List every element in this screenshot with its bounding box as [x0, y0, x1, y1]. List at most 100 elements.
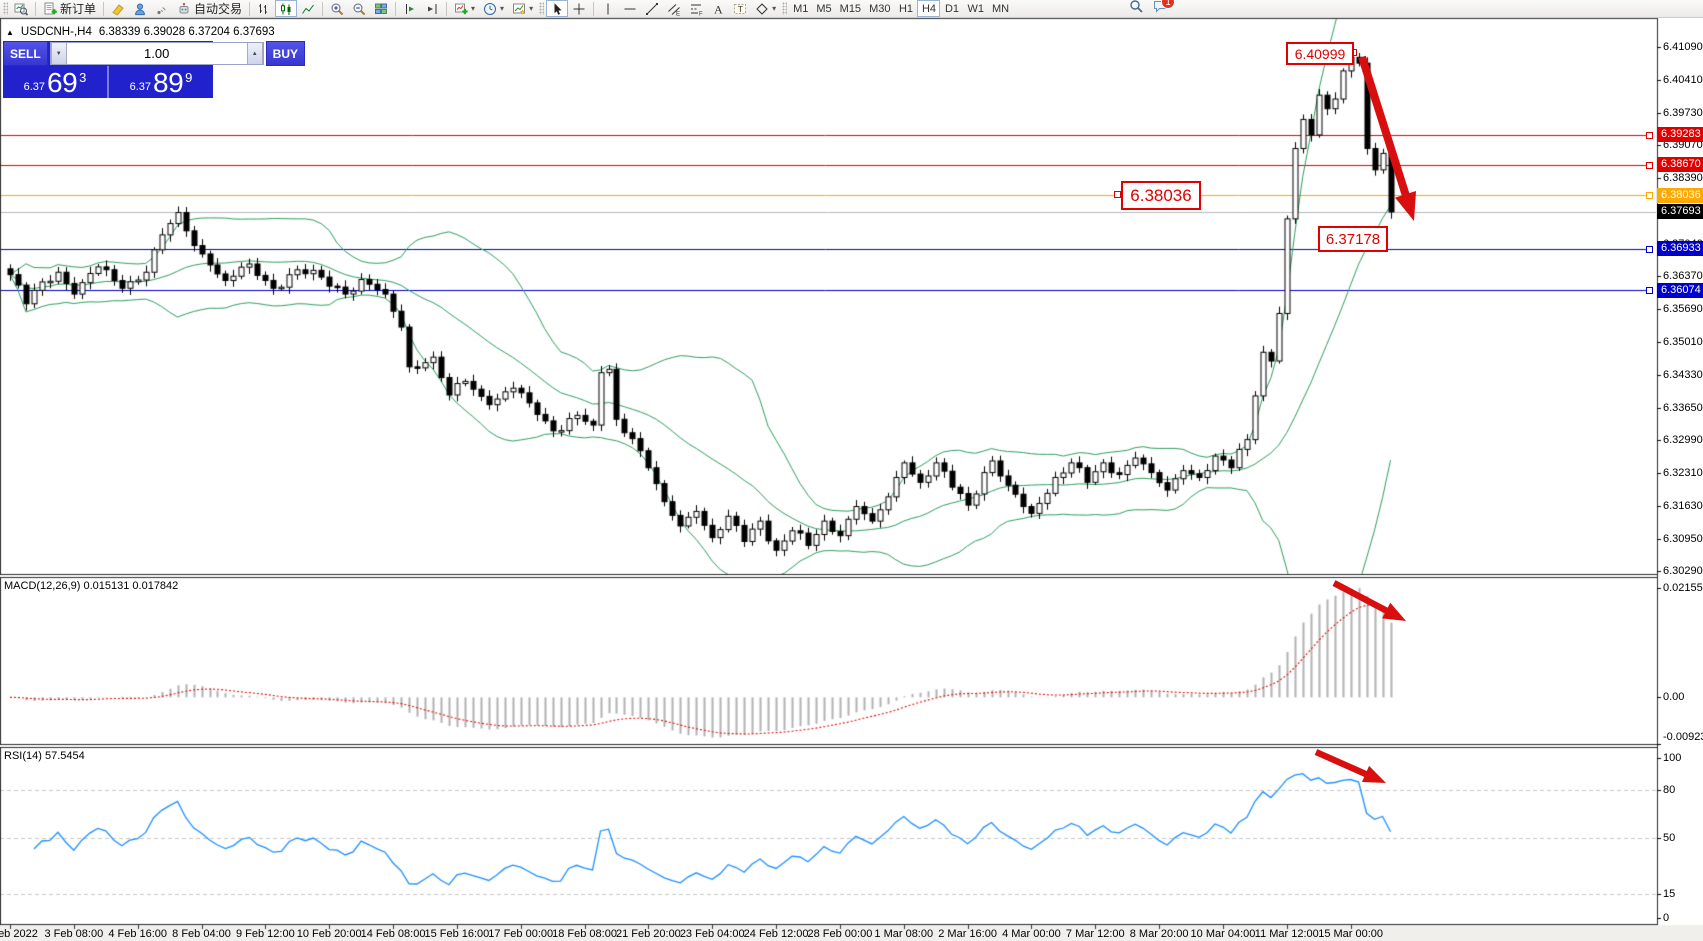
horizontal-line-6.39283[interactable] [0, 133, 1657, 138]
search-button[interactable] [1129, 0, 1143, 18]
channel-button[interactable]: E [663, 0, 685, 17]
toolbar-separator [35, 1, 36, 16]
buy-price[interactable]: 6.37 89 9 [109, 66, 213, 98]
buy-button[interactable]: BUY [265, 41, 306, 66]
macd-axis-tick: -0.00923 [1663, 731, 1703, 743]
auto-trading-button[interactable]: 自动交易 [173, 0, 246, 17]
community-icon [133, 2, 147, 16]
toolbar-grip[interactable] [3, 2, 8, 15]
macd-indicator-label: MACD(12,26,9) 0.015131 0.017842 [4, 580, 179, 592]
bar-chart-button[interactable] [253, 0, 275, 17]
timeframe-m5-button[interactable]: M5 [812, 0, 835, 17]
time-axis-label: 9 Feb 12:00 [236, 928, 295, 940]
periods-button[interactable]: ▾ [479, 0, 508, 17]
timeframe-h1-button[interactable]: H1 [894, 0, 917, 17]
macd-axis-tick: 0.021553 [1663, 582, 1703, 595]
timeframe-m30-button[interactable]: M30 [865, 0, 894, 17]
trendline-button[interactable] [641, 0, 663, 17]
rsi-axis-tick: 50 [1663, 832, 1676, 844]
toolbar-separator [593, 1, 595, 16]
timeframe-h4-button[interactable]: H4 [917, 0, 941, 17]
zoom-out-button[interactable] [348, 0, 370, 17]
price-axis-tick: 6.32990 [1663, 434, 1703, 447]
chat-button[interactable]: 1 [1153, 0, 1176, 18]
horizontal-line-6.36074[interactable] [0, 288, 1657, 293]
shapes-button[interactable]: ▾ [751, 0, 780, 17]
timeframe-mn-button[interactable]: MN [988, 0, 1013, 17]
price-axis-tick: 6.34330 [1663, 369, 1703, 382]
svg-text:F: F [699, 11, 703, 16]
sell-price[interactable]: 6.37 69 3 [3, 66, 107, 98]
community-button[interactable] [129, 0, 151, 17]
volume-input[interactable] [66, 43, 247, 64]
new-order-icon [43, 2, 57, 16]
line-handle[interactable] [1646, 192, 1653, 200]
line-handle[interactable] [1646, 161, 1653, 169]
timeframe-m1-button[interactable]: M1 [789, 0, 812, 17]
shift-chart-button[interactable] [399, 0, 421, 17]
shift-chart-icon [403, 2, 417, 16]
highlighter-button[interactable] [107, 0, 129, 17]
collapse-triangle-icon[interactable]: ▲ [6, 27, 14, 37]
time-axis-label: 8 Feb 04:00 [172, 928, 231, 940]
zoom-in-button[interactable] [326, 0, 348, 17]
volume-control: ▼ ▲ [49, 42, 264, 65]
line-chart-button[interactable] [297, 0, 319, 17]
time-axis-label: 18 Feb 08:00 [552, 928, 617, 940]
line-handle[interactable] [1646, 287, 1653, 295]
signals-button[interactable] [151, 0, 173, 17]
templates-button[interactable]: ▾ [508, 0, 537, 17]
hline-button[interactable] [619, 0, 641, 17]
line-handle[interactable] [1646, 131, 1653, 139]
candle-chart-button[interactable] [275, 0, 298, 17]
fibonacci-button[interactable]: F [685, 0, 707, 17]
price-label-6.37178[interactable]: 6.37178 [1318, 226, 1388, 252]
price-axis-tick: 6.33650 [1663, 402, 1703, 415]
chart-title: ▲ USDCNH-,H4 6.38339 6.39028 6.37204 6.3… [6, 26, 275, 38]
price-axis-tick: 6.39730 [1663, 107, 1703, 120]
time-axis-label: 11 Mar 12:00 [1254, 928, 1319, 940]
toolbar-grip[interactable] [539, 2, 545, 15]
trendline-icon [645, 2, 659, 16]
svg-text:E: E [676, 11, 680, 16]
price-badge-6.36074: 6.36074 [1657, 282, 1703, 298]
horizontal-line-6.38670[interactable] [0, 163, 1657, 168]
price-axis-tick: 6.36370 [1663, 270, 1703, 283]
price-label-6.40999[interactable]: 6.40999 [1286, 42, 1354, 65]
toolbar-right-group: 1 [1129, 0, 1176, 18]
ohlc-values: 6.38339 6.39028 6.37204 6.37693 [98, 26, 275, 38]
indicators-button[interactable]: ▾ [450, 0, 479, 17]
price-badge-6.39283: 6.39283 [1657, 127, 1703, 143]
sell-price-base: 6.37 [23, 81, 46, 93]
vline-button[interactable] [597, 0, 619, 17]
annotation-handle[interactable] [1114, 190, 1121, 198]
chart-search-button[interactable] [10, 0, 32, 17]
shift-end-button[interactable] [421, 0, 443, 17]
time-axis-label: 4 Mar 00:00 [1002, 928, 1061, 940]
timeframe-w1-button[interactable]: W1 [963, 0, 988, 17]
new-order-button[interactable]: 新订单 [39, 0, 100, 17]
text-button[interactable]: A [707, 0, 729, 17]
time-axis-label: 21 Feb 20:00 [615, 928, 681, 940]
price-label-6.38036[interactable]: 6.38036 [1121, 181, 1201, 210]
toolbar-separator [395, 1, 397, 16]
timeframe-m15-button[interactable]: M15 [836, 0, 865, 17]
horizontal-line-6.36933[interactable] [0, 247, 1657, 252]
volume-decrease-button[interactable]: ▼ [50, 43, 67, 64]
toolbar-grip[interactable] [782, 2, 788, 15]
indicators-icon [454, 2, 468, 16]
line-handle[interactable] [1646, 245, 1653, 253]
time-axis-label: 8 Mar 20:00 [1129, 928, 1189, 940]
text-label-button[interactable]: T [729, 0, 751, 17]
tile-windows-button[interactable] [370, 0, 392, 17]
horizontal-line-6.38036[interactable] [0, 193, 1657, 198]
timeframe-d1-button[interactable]: D1 [940, 0, 963, 17]
cursor-button[interactable] [546, 0, 569, 17]
symbol-period-label: USDCNH-,H4 [20, 26, 92, 38]
sell-button[interactable]: SELL [3, 41, 48, 66]
price-axis-tick: 6.40410 [1663, 74, 1703, 87]
crosshair-button[interactable] [568, 0, 590, 17]
volume-increase-button[interactable]: ▲ [246, 43, 263, 64]
